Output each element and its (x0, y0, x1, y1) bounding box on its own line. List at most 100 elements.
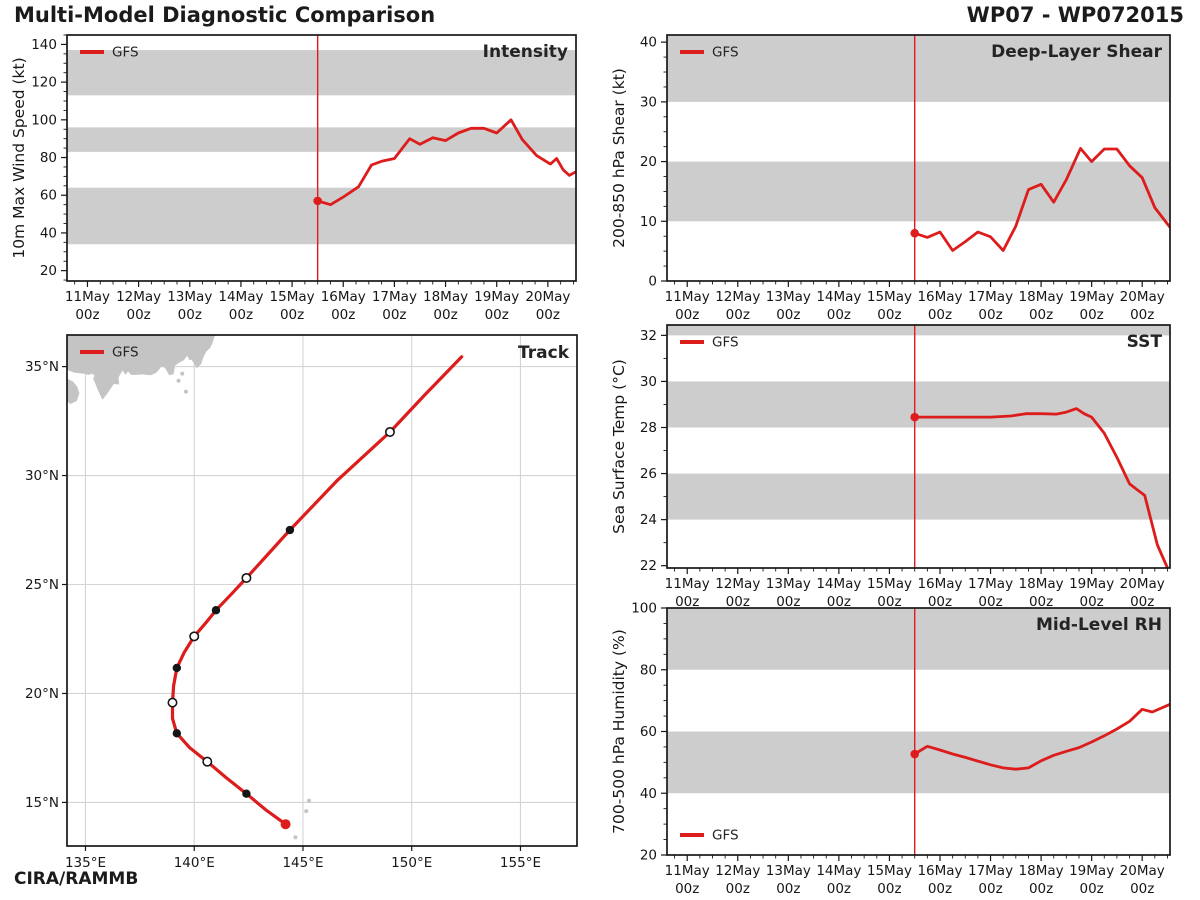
category-band (667, 731, 1170, 794)
y-tick-label: 120 (31, 75, 57, 91)
lat-tick-label: 20°N (25, 686, 59, 702)
y-tick-label: 40 (640, 35, 657, 51)
x-tick-label: 11May (665, 576, 710, 592)
island (180, 371, 185, 376)
track-marker-open (202, 756, 213, 767)
x-tick-label: 12May (715, 576, 760, 592)
category-band (667, 608, 1170, 670)
x-tick-sublabel: 00z (877, 881, 901, 897)
x-tick-sublabel: 00z (776, 307, 800, 323)
x-tick-sublabel: 00z (1130, 881, 1154, 897)
series-start-dot (910, 412, 920, 422)
x-tick-label: 18May (423, 289, 468, 305)
x-tick-sublabel: 00z (928, 307, 952, 323)
y-tick-label: 60 (640, 724, 657, 740)
x-tick-label: 20May (525, 289, 570, 305)
track-marker-open (384, 426, 395, 437)
x-tick-label: 19May (1069, 576, 1114, 592)
x-tick-sublabel: 00z (827, 307, 851, 323)
x-tick-sublabel: 00z (331, 307, 355, 323)
legend-label: GFS (112, 345, 139, 361)
y-tick-label: 20 (640, 154, 657, 170)
x-tick-label: 15May (270, 289, 315, 305)
x-tick-sublabel: 00z (178, 307, 202, 323)
x-tick-sublabel: 00z (1130, 307, 1154, 323)
track-chart: 135°E 140°E 145°E 150°E 155°E 15°N 20°N 25°N 30°… (25, 334, 578, 871)
y-tick-label: 26 (640, 466, 657, 482)
y-tick-label: 40 (640, 786, 657, 802)
x-tick-label: 15May (867, 576, 912, 592)
x-tick-label: 14May (218, 289, 263, 305)
legend-label: GFS (112, 45, 139, 61)
x-tick-sublabel: 00z (928, 594, 952, 610)
page-title: Multi-Model Diagnostic Comparison (14, 3, 436, 27)
lat-tick-label: 30°N (25, 468, 59, 484)
y-tick-label: 28 (640, 420, 657, 436)
x-tick-label: 14May (816, 863, 861, 879)
island (183, 389, 188, 394)
rh-series-line (913, 702, 1170, 771)
y-tick-label: 22 (640, 558, 657, 574)
y-tick-label: 32 (640, 328, 657, 344)
category-band (667, 381, 1170, 428)
legend-label: GFS (712, 828, 739, 844)
shear-chart: 11May 00z 12May 00z 13May 00z 14May 00z 15May 00z… (610, 34, 1171, 323)
category-band (667, 161, 1170, 222)
category-band (667, 325, 1170, 336)
lon-tick-label: 135°E (65, 855, 106, 871)
x-tick-label: 13May (766, 289, 811, 305)
y-tick-label: 100 (631, 601, 657, 617)
lon-tick-label: 155°E (500, 855, 541, 871)
panel-title: SST (1127, 332, 1163, 352)
lat-tick-label: 35°N (25, 359, 59, 375)
lat-tick-label: 15°N (25, 795, 59, 811)
x-tick-sublabel: 00z (75, 307, 99, 323)
x-tick-label: 11May (665, 289, 710, 305)
x-tick-sublabel: 00z (827, 881, 851, 897)
x-tick-sublabel: 00z (1130, 594, 1154, 610)
track-marker-filled (172, 729, 182, 738)
track-marker-filled (172, 663, 182, 673)
y-tick-label: 20 (40, 263, 57, 279)
y-tick-label: 10 (640, 214, 657, 230)
x-tick-sublabel: 00z (485, 307, 509, 323)
x-tick-label: 18May (1019, 576, 1064, 592)
x-tick-sublabel: 00z (1029, 594, 1053, 610)
lon-tick-label: 150°E (391, 855, 432, 871)
x-tick-label: 12May (116, 289, 161, 305)
track-marker-filled (211, 606, 221, 615)
y-tick-label: 40 (40, 225, 57, 241)
x-tick-sublabel: 00z (229, 307, 253, 323)
x-tick-sublabel: 00z (827, 594, 851, 610)
y-axis-title: 700-500 hPa Humidity (%) (610, 629, 628, 834)
landmass (67, 378, 80, 405)
category-band (67, 50, 576, 96)
x-tick-label: 11May (65, 289, 110, 305)
x-tick-sublabel: 00z (726, 594, 750, 610)
x-tick-label: 17May (968, 576, 1013, 592)
x-tick-sublabel: 00z (675, 594, 699, 610)
storm-id-title: WP07 - WP072015 (966, 3, 1184, 27)
track-start-dot (280, 819, 291, 830)
x-tick-label: 19May (1069, 863, 1114, 879)
track-marker-open (189, 631, 200, 642)
y-tick-label: 60 (40, 188, 57, 204)
x-tick-sublabel: 00z (1029, 881, 1053, 897)
y-tick-label: 30 (640, 94, 657, 110)
x-tick-sublabel: 00z (726, 881, 750, 897)
category-band (67, 187, 576, 245)
x-tick-sublabel: 00z (776, 594, 800, 610)
x-tick-label: 12May (715, 289, 760, 305)
intensity-chart: 11May 00z 12May 00z 13May 00z 14May 00z 15May 00z… (10, 34, 577, 323)
y-tick-label: 80 (640, 662, 657, 678)
series-start-dot (910, 228, 920, 238)
island (176, 378, 181, 383)
x-tick-label: 18May (1019, 289, 1064, 305)
island (304, 809, 309, 814)
x-tick-label: 16May (917, 576, 962, 592)
x-tick-sublabel: 00z (726, 307, 750, 323)
panel-title: Intensity (483, 42, 568, 62)
track-line (170, 355, 464, 826)
x-tick-label: 19May (474, 289, 519, 305)
